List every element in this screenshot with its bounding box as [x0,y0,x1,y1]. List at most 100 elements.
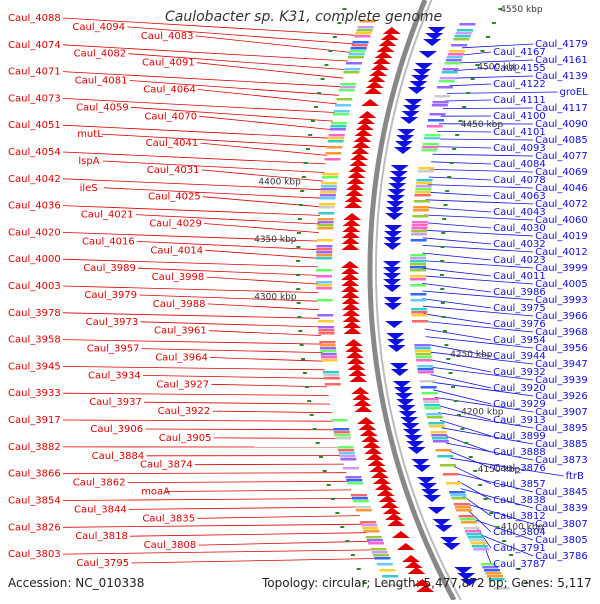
left-gene-label: Caul_3979 [84,290,137,301]
feature-block [372,551,388,554]
tick-dot [481,50,485,52]
forward-gene-arrow [348,165,366,172]
reverse-gene-arrow [440,537,458,544]
forward-gene-arrow [355,405,373,412]
forward-gene-arrow [356,123,374,130]
tick-dot [478,484,482,486]
feature-block [425,134,441,137]
feature-block [340,83,356,86]
left-connector [214,438,338,439]
tick-dot [300,344,304,346]
feature-block [320,191,336,194]
left-connector [208,304,319,310]
left-gene-label: Caul_3978 [8,308,61,319]
scale-label: 4150 kbp [478,465,521,475]
left-gene-label: Caul_3957 [87,344,140,355]
left-gene-label: Caul_3945 [8,361,61,372]
feature-block [413,209,429,212]
forward-gene-arrow [353,135,371,142]
feature-block [324,377,340,380]
left-connector [128,481,349,482]
feature-block [440,77,456,80]
tick-dot [345,540,349,542]
feature-block [339,86,355,89]
feature-block [316,257,332,260]
feature-block [326,152,342,155]
left-connector [196,36,351,53]
feature-block [453,38,469,41]
reverse-gene-arrow [396,135,414,142]
feature-block [411,299,427,302]
feature-block [373,554,389,557]
forward-gene-arrow [381,33,399,40]
feature-block [367,539,383,542]
feature-block [321,188,337,191]
right-connector [425,329,491,340]
right-connector [422,283,491,292]
tick-dot [450,162,454,164]
left-gene-label: Caul_3988 [153,299,206,310]
tick-dot [440,274,444,276]
feature-block [366,536,382,539]
feature-block [347,482,363,485]
feature-block [448,53,464,56]
left-gene-label: Caul_3917 [8,415,61,426]
feature-block [460,518,476,521]
forward-gene-arrow [347,357,365,364]
left-gene-label: Caul_4041 [146,138,199,149]
reverse-gene-arrow [435,525,453,532]
feature-block [428,119,444,122]
feature-block [374,557,390,560]
tick-dot [340,526,344,528]
forward-gene-arrow [351,147,369,154]
right-connector [428,359,491,372]
forward-gene-arrow [361,99,379,106]
left-connector [207,277,319,284]
reverse-gene-arrow [417,477,435,484]
feature-block [433,440,449,443]
feature-block [459,515,475,518]
reverse-gene-arrow [399,411,417,418]
left-gene-label: ileS [80,183,98,194]
feature-block [331,122,347,125]
left-gene-label: Caul_4054 [8,147,61,158]
reverse-gene-arrow [384,297,402,304]
scale-label: 4450 kbp [461,120,504,130]
tick-dot [321,78,325,80]
tick-dot [301,358,305,360]
left-gene-label: moaA [141,487,170,498]
tick-dot [469,456,473,458]
tick-dot [440,288,444,290]
feature-block [340,458,356,461]
reverse-gene-arrow [397,129,415,136]
right-connector [423,299,492,308]
left-gene-label: Caul_4091 [142,58,195,69]
right-gene-labels: Caul_4179Caul_4167Caul_4161Caul_4155Caul… [493,39,588,570]
left-gene-label: Caul_4042 [8,174,61,185]
feature-block [320,344,336,347]
feature-block [456,509,472,512]
reverse-gene-arrow [395,141,413,148]
left-gene-label: Caul_3854 [8,496,61,507]
right-connector [459,52,491,55]
right-connector [436,139,533,140]
left-gene-label: Caul_3866 [8,469,61,480]
feature-block [364,530,380,533]
feature-block [334,110,350,113]
feature-block [335,434,351,437]
tick-dot [335,512,339,514]
feature-block [451,44,467,47]
forward-gene-arrow [341,279,359,286]
left-gene-label: Caul_3905 [159,433,212,444]
reverse-gene-arrow [405,435,423,442]
tick-dot [442,218,446,220]
forward-gene-arrow [341,285,359,292]
left-gene-label: Caul_3934 [88,370,141,381]
feature-block [318,320,334,323]
tick-dot [440,260,444,262]
left-gene-label: Caul_3922 [158,406,211,417]
feature-block [325,158,341,161]
left-connector [104,188,322,198]
reverse-gene-arrow [384,231,402,238]
feature-block [316,275,332,278]
